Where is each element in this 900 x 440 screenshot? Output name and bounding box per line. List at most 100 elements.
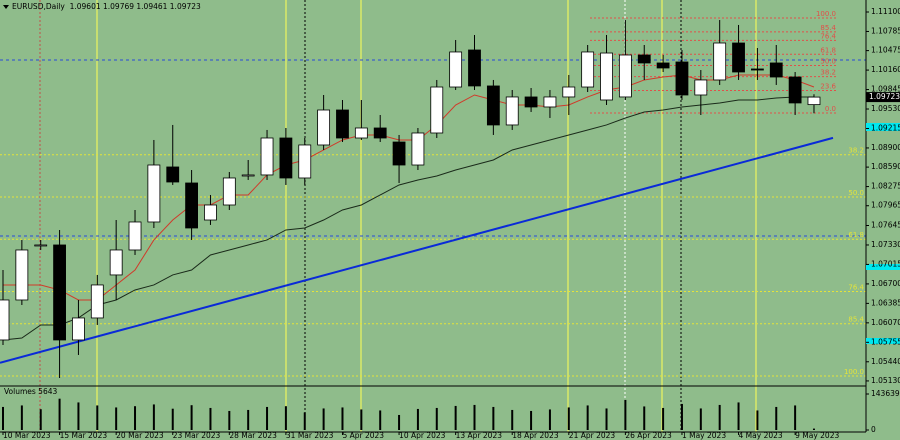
fib-label: 50.0	[848, 189, 864, 197]
y-tick-label: 1.05755	[871, 337, 900, 346]
candle-body	[392, 141, 406, 166]
fib-label: 61.8	[848, 231, 864, 239]
fib-label: 76.4	[820, 32, 836, 40]
candle-body	[449, 51, 463, 88]
y-tick-label: 1.07330	[871, 240, 900, 249]
candle-body	[600, 52, 613, 101]
candle-body	[109, 249, 123, 276]
candle-body	[807, 96, 821, 106]
candle-body	[468, 49, 481, 87]
y-tick-label: 1.05130	[871, 376, 900, 385]
x-tick-label: 26 Apr 2023	[625, 431, 672, 440]
x-tick-label: 9 May 2023	[795, 431, 839, 440]
candle-body	[486, 85, 500, 126]
candle-body	[411, 132, 425, 166]
x-tick-label: 15 Mar 2023	[60, 431, 108, 440]
y-tick-label: 1.05440	[871, 357, 900, 366]
candle-body	[430, 86, 444, 134]
candle-body	[581, 51, 595, 88]
fib-label: 100.0	[816, 10, 836, 18]
fib-label: 85.4	[848, 316, 864, 324]
y-tick-label: 1.10785	[871, 26, 900, 35]
volume-tick-label: 143639	[871, 389, 900, 398]
menu-arrow[interactable]	[3, 5, 9, 9]
candle-body	[204, 204, 217, 221]
candle-body	[185, 182, 199, 229]
volume-label: Volumes 5643	[4, 387, 58, 396]
candle-body	[298, 144, 312, 179]
candle-body	[0, 299, 10, 341]
y-tick-label: 1.10475	[871, 46, 900, 55]
y-tick-label: 1.11100	[871, 7, 900, 16]
x-tick-label: 31 Mar 2023	[286, 431, 334, 440]
chart-title: EURUSD,Daily 1.09601 1.09769 1.09461 1.0…	[12, 2, 201, 11]
x-tick-label: 13 Apr 2023	[456, 431, 503, 440]
candle-body	[732, 42, 745, 73]
candle-body	[317, 109, 331, 146]
candle-body	[694, 79, 708, 96]
candle-body	[336, 109, 349, 139]
x-tick-label: 28 Mar 2023	[229, 431, 277, 440]
y-tick-label: 1.08590	[871, 162, 900, 171]
candle-body	[618, 54, 632, 98]
candle-body	[34, 244, 48, 247]
candle-body	[751, 68, 764, 71]
fib-label: 23.6	[820, 83, 836, 91]
y-tick-label: 1.07965	[871, 201, 900, 210]
candle-body	[637, 54, 651, 64]
fib-label: 61.8	[820, 46, 836, 54]
x-tick-label: 20 Mar 2023	[116, 431, 164, 440]
y-tick-label: 1.08900	[871, 143, 900, 152]
y-tick-label: 1.09530	[871, 104, 900, 113]
moving-average	[2, 96, 814, 341]
level-marker	[866, 338, 900, 344]
x-tick-label: 10 Mar 2023	[3, 431, 51, 440]
fib-label: 100.0	[844, 368, 864, 376]
candle-body	[166, 166, 180, 183]
y-tick-label: 1.08275	[871, 182, 900, 191]
candle-body	[788, 76, 802, 104]
x-tick-label: 5 Apr 2023	[342, 431, 384, 440]
y-tick-label: 1.09845	[871, 85, 900, 94]
candle-body	[354, 127, 368, 139]
trend-line	[0, 136, 834, 364]
fib-label: 85.4	[820, 24, 836, 32]
candle-body	[15, 249, 29, 301]
x-tick-label: 4 May 2023	[739, 431, 783, 440]
y-tick-label: 1.06070	[871, 318, 900, 327]
candle-body	[543, 96, 557, 108]
candle-body	[90, 284, 104, 319]
y-tick-label: 1.06700	[871, 279, 900, 288]
x-tick-label: 10 Apr 2023	[399, 431, 446, 440]
candle-body	[656, 62, 670, 69]
level-marker	[866, 123, 900, 131]
y-tick-label: 1.07645	[871, 221, 900, 230]
plot	[0, 17, 866, 430]
current-price-label: 1.09723	[869, 92, 900, 101]
candle-body	[373, 127, 387, 139]
x-tick-label: 21 Apr 2023	[569, 431, 616, 440]
volume-tick-label: 0	[871, 425, 876, 434]
fib-label: 38.2	[848, 147, 864, 155]
candle-body	[128, 221, 142, 251]
candle-body	[713, 42, 727, 81]
level-marker	[866, 264, 900, 270]
candle-body	[562, 86, 576, 98]
candle-body	[524, 96, 538, 108]
candle-body	[147, 164, 161, 223]
y-tick-label: 1.07015	[871, 259, 900, 268]
y-tick-label: 1.10160	[871, 65, 900, 74]
fib-label: 0.0	[825, 105, 836, 113]
candle-body	[241, 174, 255, 177]
current-price-box	[866, 92, 900, 103]
candle-body	[72, 317, 85, 341]
candle-body	[279, 137, 293, 179]
candle-body	[53, 244, 66, 341]
candle-body	[505, 96, 519, 126]
candle-body	[222, 177, 236, 206]
fib-label: 76.4	[848, 283, 864, 291]
fib-label: 50.0	[820, 57, 836, 65]
candle-body	[675, 61, 689, 96]
